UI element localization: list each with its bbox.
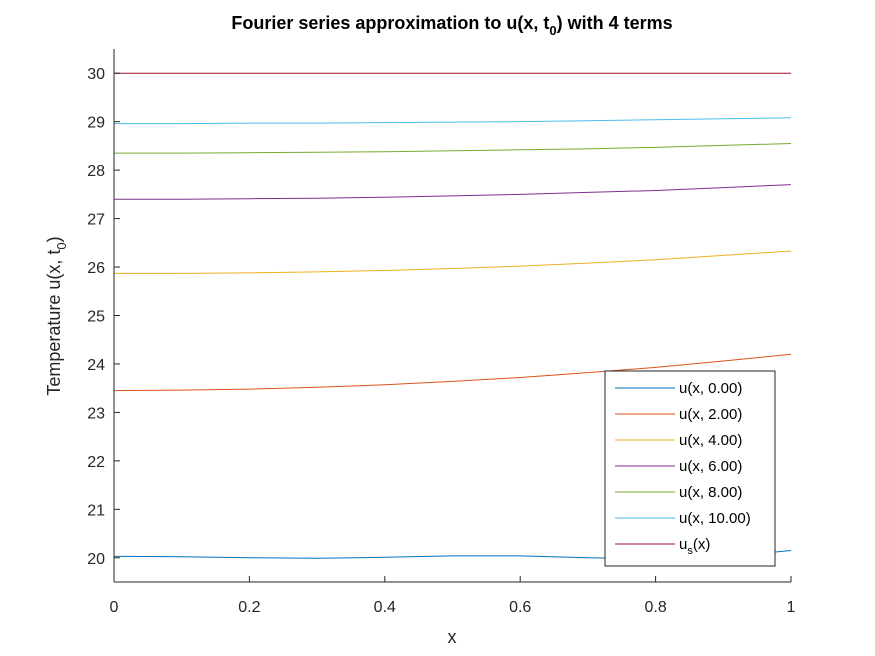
y-tick-label: 23: [87, 405, 105, 422]
series-line-5: [114, 117, 792, 125]
y-tick-label: 22: [87, 454, 105, 471]
legend-label: u(x, 4.00): [679, 432, 742, 449]
x-axis-label: x: [448, 627, 457, 647]
x-tick-label: 0.6: [509, 599, 531, 616]
x-tick-label: 0: [110, 599, 119, 616]
series-line-3: [114, 184, 792, 200]
series-line-1: [113, 353, 792, 392]
x-ticks: 0 0.2 0.4 0.6 0.8 1: [110, 576, 796, 616]
series-line-4: [114, 142, 792, 154]
legend-items: u(x, 0.00) u(x, 2.00) u(x, 4.00) u(x, 6.00)…: [615, 380, 751, 557]
y-tick-label: 28: [87, 163, 105, 180]
y-tick-label: 29: [87, 115, 105, 132]
legend-label: us(x): [679, 536, 710, 557]
chart-title: Fourier series approximation to u(x, t0)…: [231, 13, 672, 38]
legend-label: u(x, 2.00): [679, 406, 742, 423]
series-layer: [113, 72, 792, 560]
y-tick-label: 30: [87, 66, 105, 83]
legend-box: [604, 370, 776, 567]
y-tick-label: 25: [87, 309, 105, 326]
legend: u(x, 0.00) u(x, 2.00) u(x, 4.00) u(x, 6.00)…: [604, 370, 776, 567]
y-tick-label: 20: [87, 551, 105, 568]
legend-label: u(x, 10.00): [679, 510, 751, 527]
series-line-2: [114, 250, 792, 274]
y-tick-label: 26: [87, 260, 105, 277]
x-tick-label: 1: [787, 599, 796, 616]
legend-label: u(x, 6.00): [679, 458, 742, 475]
legend-label: u(x, 8.00): [679, 484, 742, 501]
x-tick-label: 0.8: [644, 599, 666, 616]
y-tick-label: 21: [87, 502, 105, 519]
legend-label: u(x, 0.00): [679, 380, 742, 397]
y-tick-label: 24: [87, 357, 105, 374]
x-tick-label: 0.2: [238, 599, 260, 616]
y-tick-label: 27: [87, 212, 105, 229]
x-tick-label: 0.4: [374, 599, 396, 616]
y-ticks: 20 21 22 23 24 25 26 27 28 29 30: [87, 66, 120, 568]
y-axis-label: Temperature u(x, t0): [44, 236, 69, 395]
